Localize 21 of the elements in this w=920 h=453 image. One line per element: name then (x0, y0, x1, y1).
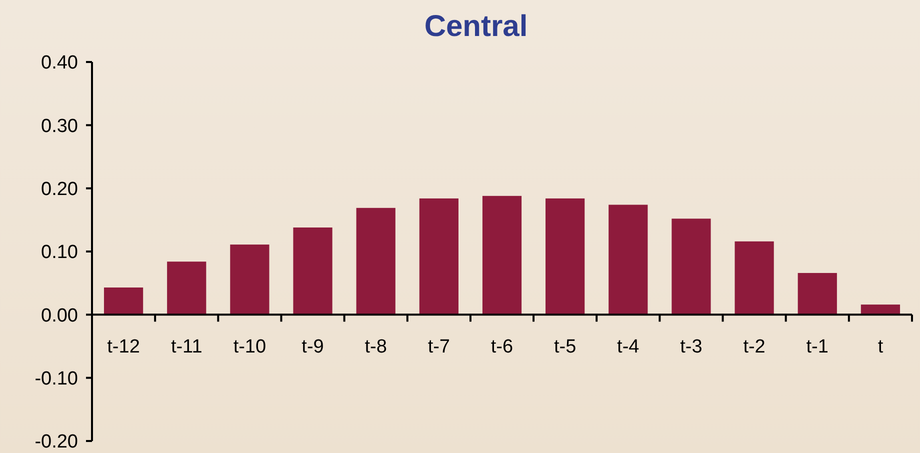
x-tick-label: t-7 (428, 336, 450, 358)
y-tick-label: -0.20 (34, 432, 78, 453)
x-tick-label: t-6 (490, 336, 514, 358)
x-tick-label: t-12 (107, 336, 140, 358)
x-tick-label: t-5 (554, 336, 576, 358)
y-tick-label: 0.10 (41, 242, 78, 264)
x-tick-label: t-3 (680, 336, 702, 358)
x-tick-label: t-2 (743, 336, 766, 358)
y-tick-label: 0.00 (41, 305, 78, 326)
x-tick-label: t-8 (364, 336, 387, 358)
y-tick-label: 0.40 (41, 52, 78, 74)
x-tick-label: t-10 (233, 336, 266, 358)
x-tick-label: t-9 (302, 336, 324, 358)
y-tick-label: -0.10 (34, 368, 78, 390)
y-tick-label: 0.30 (41, 116, 78, 137)
chart-title: Central (424, 10, 528, 43)
x-tick-label: t-11 (170, 336, 202, 358)
x-tick-label: t-4 (617, 336, 640, 358)
x-tick-label: t (878, 336, 884, 358)
x-tick-label: t-1 (806, 336, 828, 358)
y-tick-label: 0.20 (41, 178, 78, 200)
